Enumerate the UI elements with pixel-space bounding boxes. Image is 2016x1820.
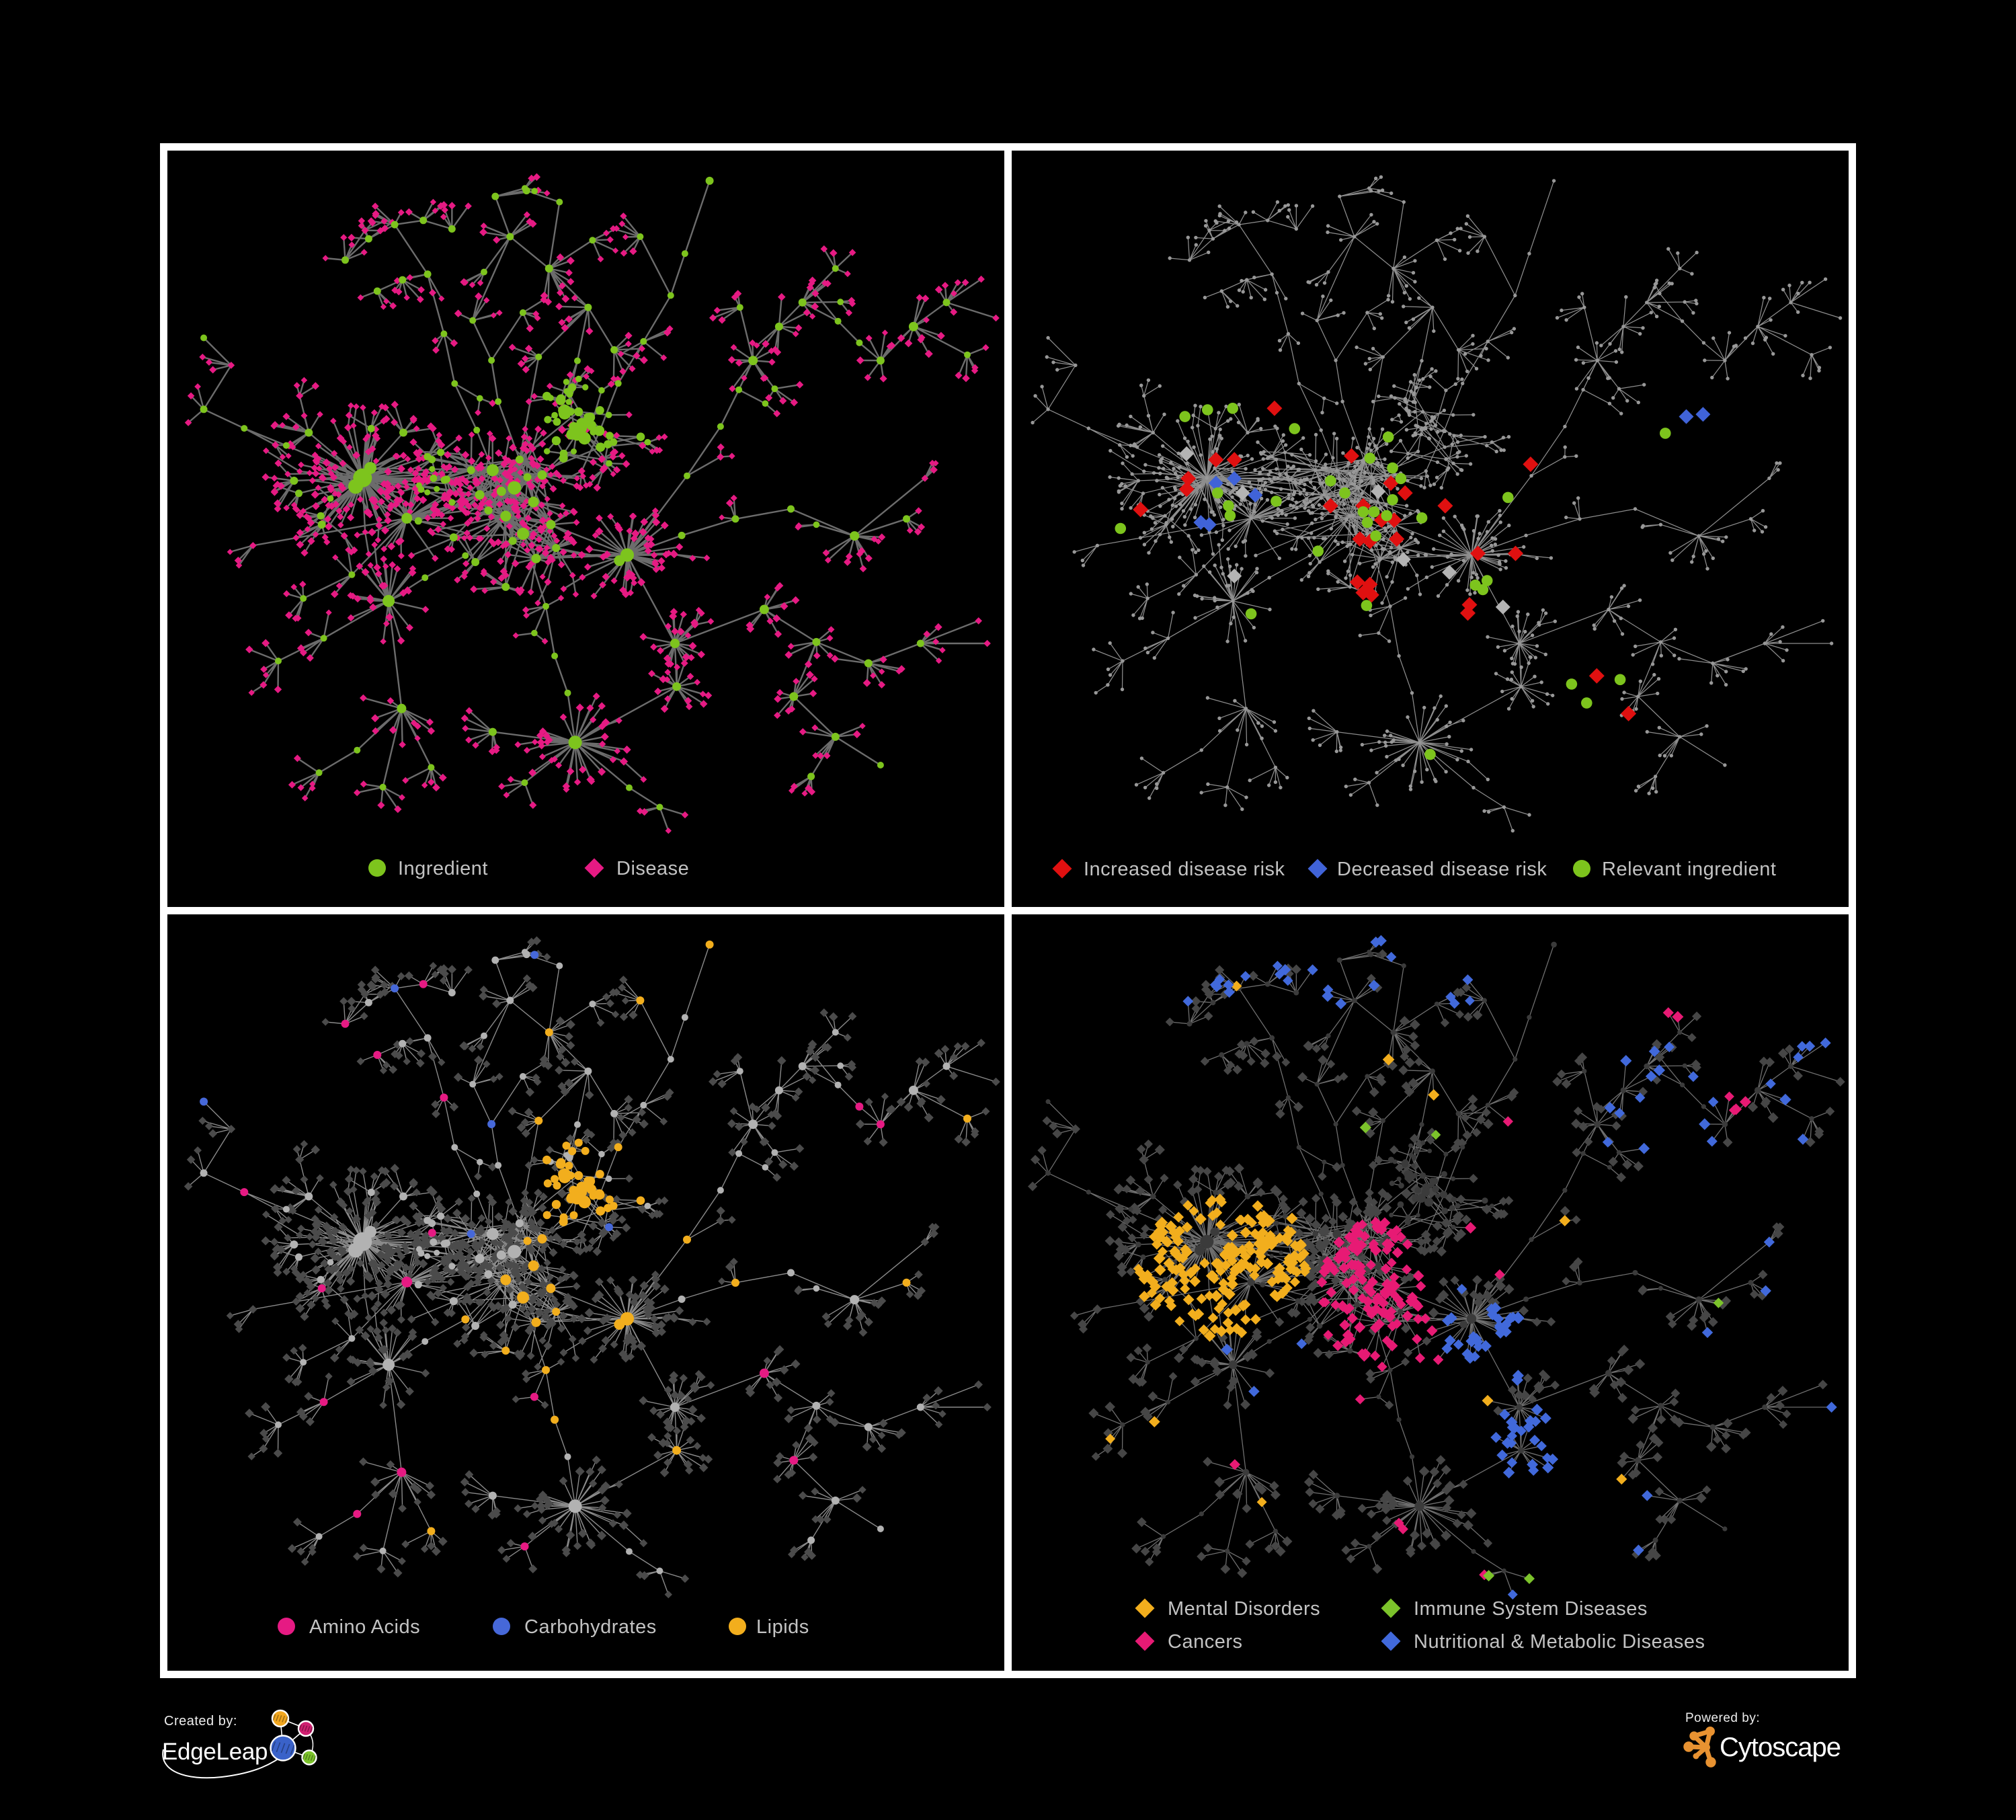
svg-text:Decreased disease risk: Decreased disease risk [1337,859,1547,880]
svg-text:Lipids: Lipids [756,1616,809,1638]
svg-text:Relevant ingredient: Relevant ingredient [1602,859,1776,880]
svg-text:Immune System Diseases: Immune System Diseases [1414,1598,1648,1620]
svg-text:Ingredient: Ingredient [398,858,488,879]
svg-text:Amino Acids: Amino Acids [309,1616,420,1638]
svg-text:Nutritional & Metabolic Diseas: Nutritional & Metabolic Diseases [1414,1631,1705,1653]
svg-text:Cytoscape: Cytoscape [1720,1733,1841,1762]
svg-text:EdgeLeap: EdgeLeap [162,1739,268,1765]
svg-text:Cancers: Cancers [1168,1631,1243,1653]
svg-text:Carbohydrates: Carbohydrates [524,1616,657,1638]
svg-text:Created by:: Created by: [164,1714,237,1729]
svg-text:Powered by:: Powered by: [1685,1711,1760,1725]
svg-text:Mental Disorders: Mental Disorders [1168,1598,1320,1620]
svg-text:Disease: Disease [616,858,689,879]
svg-text:Increased disease risk: Increased disease risk [1084,859,1285,880]
